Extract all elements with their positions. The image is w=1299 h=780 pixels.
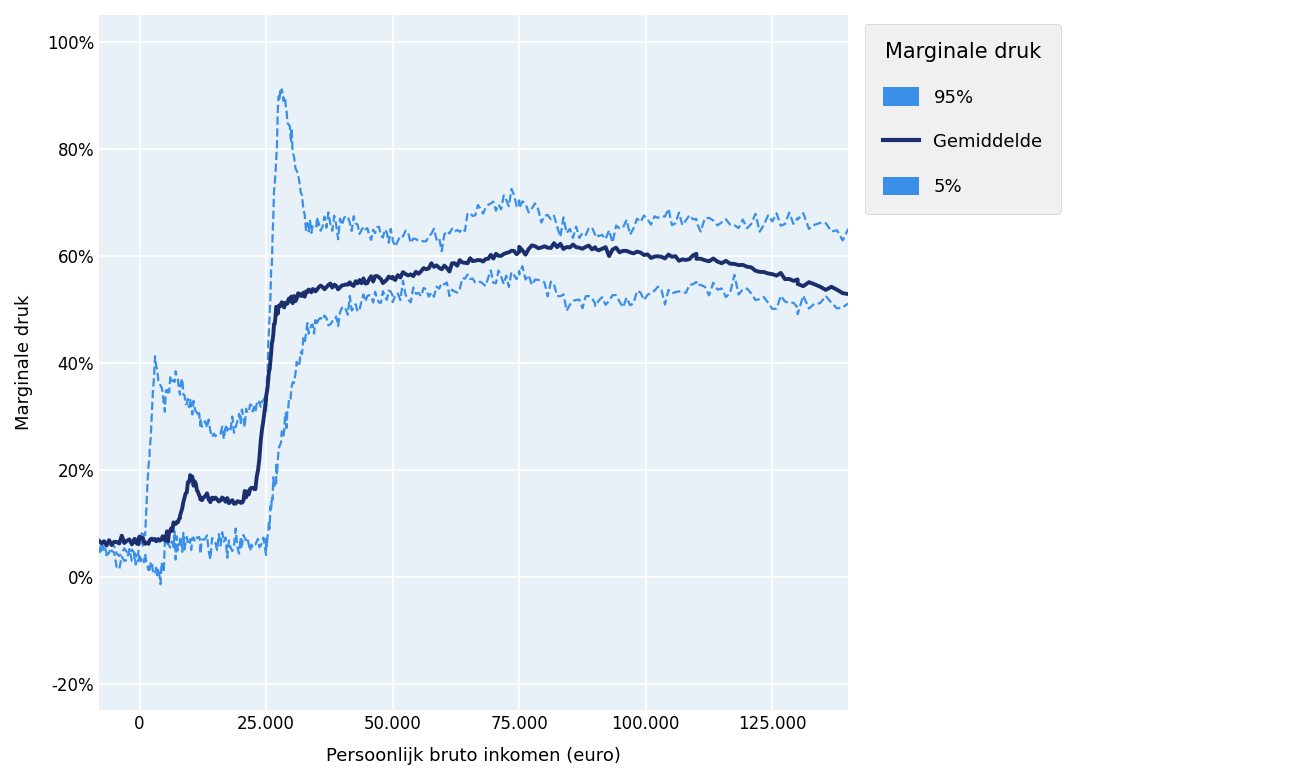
X-axis label: Persoonlijk bruto inkomen (euro): Persoonlijk bruto inkomen (euro)	[326, 747, 621, 765]
Legend: 95%, Gemiddelde, 5%: 95%, Gemiddelde, 5%	[865, 24, 1060, 214]
Y-axis label: Marginale druk: Marginale druk	[16, 295, 32, 431]
